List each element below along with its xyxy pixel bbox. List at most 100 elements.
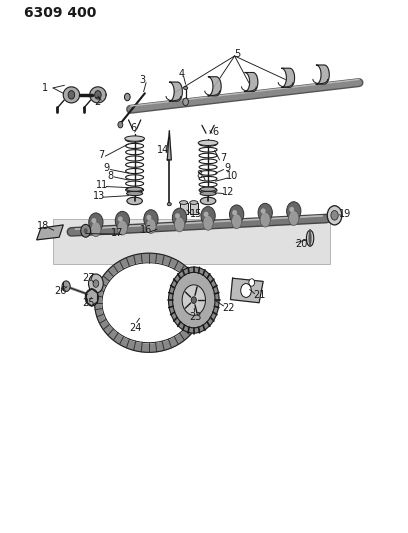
Circle shape [95, 91, 101, 99]
Polygon shape [245, 72, 258, 92]
Text: 25: 25 [83, 298, 95, 308]
Ellipse shape [175, 213, 180, 219]
Circle shape [124, 93, 130, 101]
Ellipse shape [306, 230, 314, 246]
Text: 26: 26 [54, 286, 67, 296]
Text: 23: 23 [189, 312, 201, 322]
Text: 8: 8 [107, 171, 113, 181]
Text: 3: 3 [140, 75, 146, 85]
Ellipse shape [146, 219, 156, 233]
Text: 10: 10 [226, 172, 239, 181]
Ellipse shape [126, 187, 143, 191]
Ellipse shape [91, 218, 96, 223]
Ellipse shape [118, 220, 127, 235]
Polygon shape [167, 131, 171, 160]
Text: 11: 11 [96, 180, 108, 190]
Ellipse shape [286, 201, 301, 221]
Circle shape [89, 274, 103, 293]
Polygon shape [169, 82, 182, 101]
Ellipse shape [261, 208, 266, 214]
Text: 12: 12 [222, 187, 235, 197]
Text: 7: 7 [98, 150, 104, 159]
Ellipse shape [200, 187, 216, 191]
Ellipse shape [258, 203, 273, 222]
Ellipse shape [146, 215, 151, 220]
Circle shape [81, 224, 91, 237]
Text: 8: 8 [196, 170, 202, 180]
Text: 9: 9 [103, 163, 109, 173]
Ellipse shape [127, 197, 142, 205]
Ellipse shape [126, 191, 143, 196]
Ellipse shape [232, 214, 242, 229]
Circle shape [173, 272, 215, 328]
Polygon shape [63, 87, 80, 103]
Text: 6: 6 [131, 123, 137, 133]
Ellipse shape [203, 215, 213, 230]
Text: 1: 1 [42, 83, 48, 93]
Ellipse shape [115, 211, 130, 230]
Text: 19: 19 [339, 209, 351, 219]
Polygon shape [231, 278, 263, 303]
Polygon shape [95, 253, 203, 352]
Text: 21: 21 [253, 290, 265, 300]
FancyBboxPatch shape [53, 219, 330, 264]
Text: 6: 6 [212, 127, 219, 137]
Ellipse shape [118, 216, 123, 222]
Text: 17: 17 [111, 229, 124, 238]
Ellipse shape [89, 213, 103, 232]
Circle shape [68, 91, 75, 99]
Bar [180, 203, 188, 214]
Ellipse shape [125, 136, 144, 141]
Polygon shape [90, 87, 106, 103]
Ellipse shape [184, 86, 188, 90]
Text: 5: 5 [234, 50, 241, 59]
Polygon shape [37, 225, 63, 240]
Text: 6309 400: 6309 400 [24, 6, 97, 20]
Text: 13: 13 [93, 191, 105, 201]
Text: 7: 7 [220, 154, 227, 163]
Bar [190, 203, 198, 214]
Text: 2: 2 [94, 98, 100, 107]
Ellipse shape [167, 203, 171, 206]
Circle shape [249, 279, 255, 286]
Ellipse shape [91, 222, 101, 237]
Circle shape [62, 281, 70, 292]
Polygon shape [208, 77, 221, 96]
Ellipse shape [308, 232, 312, 244]
Polygon shape [102, 263, 196, 343]
Polygon shape [316, 65, 329, 84]
Ellipse shape [190, 201, 198, 205]
Circle shape [169, 267, 219, 333]
Circle shape [118, 122, 123, 128]
Circle shape [331, 211, 338, 220]
Ellipse shape [201, 206, 215, 225]
Circle shape [327, 206, 342, 225]
Text: 27: 27 [83, 273, 95, 283]
Circle shape [85, 289, 98, 306]
Ellipse shape [172, 208, 187, 227]
Ellipse shape [200, 191, 216, 196]
Circle shape [182, 285, 206, 316]
Ellipse shape [288, 211, 299, 225]
Ellipse shape [289, 207, 294, 212]
Text: 4: 4 [178, 69, 184, 78]
Text: 24: 24 [129, 323, 142, 333]
Circle shape [93, 280, 99, 287]
Text: 22: 22 [222, 303, 235, 312]
Text: 14: 14 [157, 146, 169, 155]
Text: 16: 16 [140, 225, 152, 235]
Ellipse shape [232, 210, 237, 215]
Circle shape [183, 98, 188, 106]
Ellipse shape [175, 217, 184, 232]
Ellipse shape [180, 201, 188, 205]
Text: 20: 20 [295, 239, 307, 248]
Ellipse shape [260, 212, 270, 227]
Text: 18: 18 [37, 221, 49, 231]
Circle shape [84, 228, 88, 233]
Ellipse shape [204, 212, 208, 217]
Polygon shape [282, 68, 295, 87]
Ellipse shape [198, 140, 218, 146]
Circle shape [241, 284, 251, 297]
Ellipse shape [144, 209, 158, 229]
Ellipse shape [229, 205, 244, 224]
